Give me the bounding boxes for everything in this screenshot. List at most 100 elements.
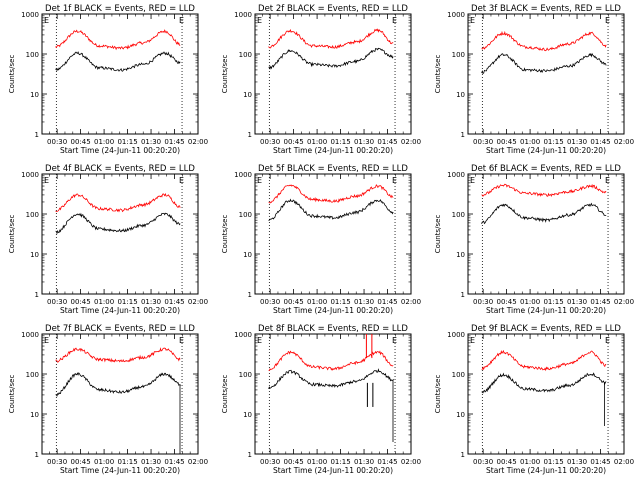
x-tick-label: 01:00 (94, 298, 114, 306)
event-marker-label: E (392, 336, 397, 345)
x-axis-label: Start Time (24-Jun-11 00:20:20) (273, 306, 393, 315)
x-tick-label: 01:15 (330, 298, 350, 306)
x-tick-label: 02:00 (614, 138, 634, 146)
x-tick-label: 02:00 (614, 458, 634, 466)
x-tick-label: 01:00 (94, 458, 114, 466)
x-tick-label: 02:00 (188, 138, 208, 146)
x-tick-label: 00:45 (497, 138, 517, 146)
x-tick-label: 01:00 (520, 458, 540, 466)
y-tick-label: 100 (452, 51, 465, 59)
chart-title: Det 3f BLACK = Events, RED = LLD (471, 4, 621, 14)
x-tick-label: 00:45 (497, 298, 517, 306)
x-tick-label: 01:30 (141, 138, 161, 146)
x-tick-label: 01:15 (543, 138, 563, 146)
plot-frame (467, 173, 625, 295)
y-tick-label: 10 (30, 411, 39, 419)
events-series-line (268, 368, 395, 442)
y-axis-label: Counts/sec (8, 215, 16, 254)
events-series-line (268, 47, 394, 70)
y-tick-label: 1 (35, 291, 39, 299)
y-tick-label: 100 (26, 51, 39, 59)
x-tick-label: 00:30 (473, 138, 493, 146)
event-marker-label: E (257, 176, 262, 185)
x-axis-label: Start Time (24-Jun-11 00:20:20) (60, 466, 180, 475)
y-tick-label: 100 (239, 371, 252, 379)
x-tick-label: 00:30 (260, 138, 280, 146)
lld-series-line (268, 350, 394, 372)
x-axis-label: Start Time (24-Jun-11 00:20:20) (60, 306, 180, 315)
x-tick-label: 01:45 (590, 138, 610, 146)
x-tick-label: 01:30 (567, 138, 587, 146)
events-series-line (55, 212, 181, 235)
x-tick-label: 01:30 (141, 458, 161, 466)
event-marker-label: E (179, 336, 184, 345)
x-tick-label: 00:30 (473, 458, 493, 466)
x-tick-label: 02:00 (401, 458, 421, 466)
x-tick-label: 00:45 (71, 298, 91, 306)
x-tick-label: 01:30 (567, 298, 587, 306)
events-series-line (481, 202, 607, 225)
y-tick-label: 1000 (447, 171, 465, 179)
x-tick-label: 01:45 (164, 138, 184, 146)
chart-title: Det 6f BLACK = Events, RED = LLD (471, 164, 621, 174)
y-axis-label: Counts/sec (221, 375, 229, 414)
chart-title: Det 2f BLACK = Events, RED = LLD (258, 4, 408, 14)
plot-frame (254, 173, 412, 295)
event-marker-label: E (179, 176, 184, 185)
lld-series-line (481, 30, 607, 52)
x-tick-label: 00:45 (284, 298, 304, 306)
y-tick-label: 100 (239, 51, 252, 59)
x-tick-label: 00:30 (47, 138, 67, 146)
x-tick-label: 01:15 (117, 458, 137, 466)
chart-title: Det 7f BLACK = Events, RED = LLD (45, 324, 195, 334)
x-tick-label: 01:45 (377, 298, 397, 306)
y-tick-label: 1000 (234, 171, 252, 179)
x-axis-label: Start Time (24-Jun-11 00:20:20) (486, 466, 606, 475)
y-tick-label: 10 (243, 411, 252, 419)
y-tick-label: 1000 (234, 331, 252, 339)
chart-panel: Det 9f BLACK = Events, RED = LLD 1 10 100 10… (434, 324, 634, 475)
plot-frame (41, 333, 199, 455)
x-tick-label: 00:30 (260, 458, 280, 466)
y-tick-label: 1 (248, 451, 252, 459)
plot-frame (467, 333, 625, 455)
plot-frame (41, 173, 199, 295)
events-series-line (481, 52, 607, 74)
chart-title: Det 8f BLACK = Events, RED = LLD (258, 324, 408, 334)
y-tick-label: 10 (456, 411, 465, 419)
x-tick-label: 01:45 (590, 298, 610, 306)
x-tick-label: 01:45 (590, 458, 610, 466)
events-series-line (481, 372, 607, 426)
x-tick-label: 01:00 (307, 298, 327, 306)
lld-series-line (481, 183, 607, 198)
x-tick-label: 00:45 (71, 138, 91, 146)
x-tick-label: 01:00 (307, 138, 327, 146)
x-axis-label: Start Time (24-Jun-11 00:20:20) (273, 466, 393, 475)
lld-series-line (55, 192, 181, 213)
y-tick-label: 10 (243, 251, 252, 259)
chart-title: Det 5f BLACK = Events, RED = LLD (258, 164, 408, 174)
x-tick-label: 01:00 (520, 138, 540, 146)
x-tick-label: 01:00 (520, 298, 540, 306)
event-marker-label: E (605, 176, 610, 185)
events-series-line (55, 372, 181, 454)
y-axis-label: Counts/sec (221, 55, 229, 94)
y-tick-label: 10 (30, 251, 39, 259)
x-tick-label: 00:45 (497, 458, 517, 466)
x-tick-label: 01:30 (141, 298, 161, 306)
y-tick-label: 100 (452, 371, 465, 379)
y-tick-label: 1 (35, 131, 39, 139)
y-tick-label: 100 (239, 211, 252, 219)
x-tick-label: 01:15 (117, 298, 137, 306)
x-tick-label: 01:15 (543, 458, 563, 466)
x-tick-label: 02:00 (614, 298, 634, 306)
chart-panel: Det 6f BLACK = Events, RED = LLD 1 10 100 10… (434, 164, 634, 315)
y-tick-label: 1 (461, 131, 465, 139)
x-tick-label: 00:30 (473, 298, 493, 306)
x-tick-label: 00:45 (284, 458, 304, 466)
x-tick-label: 01:15 (330, 458, 350, 466)
y-tick-label: 1000 (21, 171, 39, 179)
x-tick-label: 01:30 (567, 458, 587, 466)
x-tick-label: 01:30 (354, 298, 374, 306)
